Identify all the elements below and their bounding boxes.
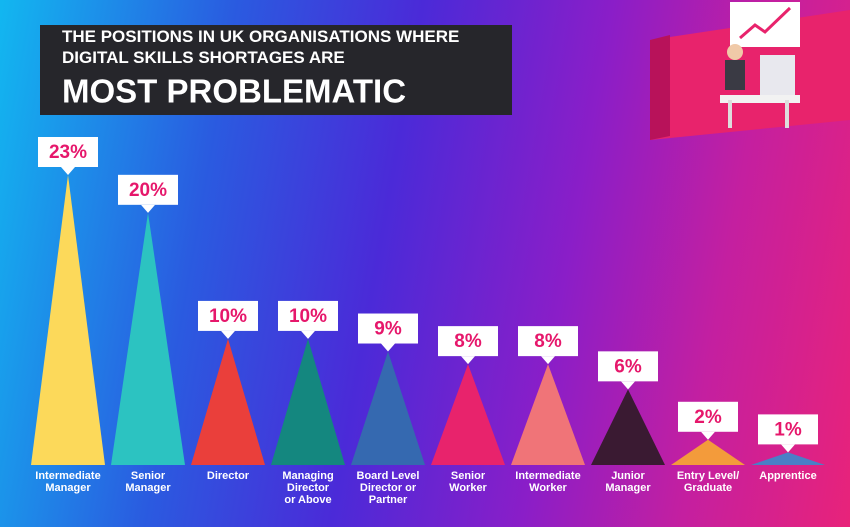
category-label: Managing Director or Above: [282, 470, 334, 506]
bar: [111, 212, 185, 465]
value-label: 6%: [614, 356, 642, 377]
value-label-box: [358, 313, 418, 344]
value-label: 9%: [374, 319, 402, 340]
bar: [351, 351, 425, 465]
value-label-box: [438, 326, 498, 357]
category-label: Entry Level/ Graduate: [676, 470, 740, 494]
bar: [511, 364, 585, 465]
bar: [751, 452, 825, 465]
value-label: 8%: [534, 331, 562, 352]
value-label-box: [118, 174, 178, 205]
value-label-pointer: [621, 381, 635, 390]
value-label-pointer: [301, 330, 315, 339]
value-label: 10%: [209, 306, 247, 327]
category-label: Junior Manager: [605, 470, 651, 494]
value-label-pointer: [221, 330, 235, 339]
category-label: Director: [206, 470, 250, 482]
chart-subtitle: MOST PROBLEMATIC: [62, 73, 406, 110]
category-label: Apprentice: [759, 470, 817, 482]
category-label: Intermediate Worker: [515, 470, 581, 494]
value-label-pointer: [701, 431, 715, 440]
value-label: 2%: [694, 407, 722, 428]
value-label-box: [758, 414, 818, 445]
category-label: Intermediate Manager: [35, 470, 101, 494]
value-label: 10%: [289, 306, 327, 327]
value-label: 23%: [49, 142, 87, 163]
value-label: 1%: [774, 419, 802, 440]
value-label-box: [198, 300, 258, 331]
category-label: Senior Worker: [449, 470, 487, 494]
bar: [431, 364, 505, 465]
bar: [31, 175, 105, 465]
illustration: [650, 2, 850, 140]
value-label: 8%: [454, 331, 482, 352]
value-label-pointer: [461, 356, 475, 365]
bar: [591, 389, 665, 465]
bar: [271, 338, 345, 465]
value-label-pointer: [61, 167, 75, 175]
title-box: [40, 25, 512, 115]
value-label-pointer: [381, 343, 395, 352]
value-label-box: [678, 401, 738, 432]
value-label-box: [278, 300, 338, 331]
value-label-box: [518, 326, 578, 357]
bar: [671, 439, 745, 465]
value-label: 20%: [129, 180, 167, 201]
chart-title: THE POSITIONS IN UK ORGANISATIONS WHERE D…: [62, 27, 459, 67]
value-label-pointer: [781, 444, 795, 453]
value-label-pointer: [541, 356, 555, 365]
category-label: Board Level Director or Partner: [356, 470, 420, 506]
value-label-box: [598, 351, 658, 382]
value-label-box: [38, 137, 98, 167]
bar: [191, 338, 265, 465]
value-label-pointer: [141, 204, 155, 213]
category-label: Senior Manager: [125, 470, 171, 494]
